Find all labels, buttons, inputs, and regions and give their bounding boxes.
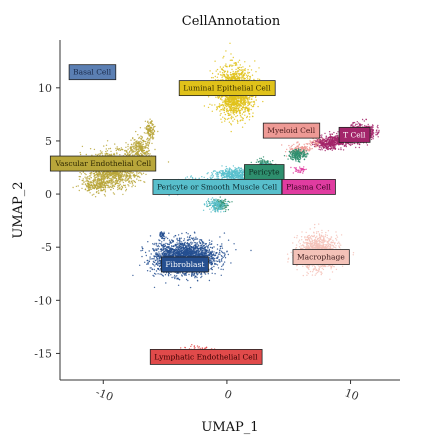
cluster-labels: Basal Cell Luminal Epithelial Cell Myeloid… (49, 64, 371, 365)
lymphatic-endothelial-cell-label: Lymphatic Endothelial Cell (149, 349, 263, 365)
myeloid-cell-label-box (262, 122, 321, 139)
pericyte-or-smooth-muscle-cell-label-text: Pericyte or Smooth Muscle Cell (157, 182, 278, 191)
y-tick-label: 5 (45, 135, 52, 148)
x-axis-label: UMAP_1 (201, 420, 258, 435)
basal-cell-label: Basal Cell (68, 64, 117, 81)
pericyte-label: Pericyte (244, 164, 285, 180)
macrophage-label-box (292, 249, 350, 265)
plasma-cell-label-box (281, 179, 336, 195)
pericyte-or-smooth-muscle-cell-label-box (152, 179, 283, 195)
t-cell-label-text: T Cell (343, 130, 366, 139)
fibroblast-label-box (160, 256, 209, 273)
y-tick-label: -15 (34, 347, 52, 360)
basal-cell-label-text: Basal Cell (73, 68, 112, 77)
vascular-endothelial-cell-label: Vascular Endothelial Cell (49, 155, 157, 172)
axes (59, 40, 400, 381)
plasma-cell-label: Plasma Cell (281, 179, 336, 195)
y-tick-label: -10 (34, 294, 52, 307)
macrophage-label: Macrophage (292, 249, 350, 265)
luminal-epithelial-cell-label-box (178, 80, 276, 97)
plasma-cell-points (290, 166, 307, 174)
x-tick-label: 0 (223, 387, 234, 402)
y-axis-label: UMAP_2 (11, 181, 26, 238)
y-ticks: 10 5 0 -5 -10 -15 (34, 82, 60, 360)
pericyte-label-text: Pericyte (248, 168, 280, 177)
vascular-endothelial-cell-label-text: Vascular Endothelial Cell (54, 159, 151, 168)
x-tick-label: 10 (343, 386, 361, 403)
myeloid-cell-label-text: Myeloid Cell (267, 126, 315, 135)
lymphatic-endothelial-cell-label-text: Lymphatic Endothelial Cell (154, 352, 258, 361)
chart-title: CellAnnotation (182, 14, 281, 29)
t-cell-label: T Cell (338, 126, 371, 143)
vascular-endothelial-cell-label-box (49, 155, 157, 172)
y-tick-label: 10 (38, 82, 52, 95)
luminal-epithelial-cell-label: Luminal Epithelial Cell (178, 80, 276, 97)
t-cell-label-box (338, 126, 371, 143)
fibroblast-label: Fibroblast (160, 256, 209, 273)
plasma-cell-label-text: Plasma Cell (286, 182, 331, 191)
lymphatic-endothelial-cell-label-box (149, 349, 263, 365)
luminal-epithelial-cell-label-text: Luminal Epithelial Cell (183, 84, 271, 93)
y-tick-label: -5 (41, 241, 52, 254)
pericyte-or-smooth-muscle-cell-label: Pericyte or Smooth Muscle Cell (152, 179, 283, 195)
macrophage-label-text: Macrophage (297, 253, 345, 262)
x-ticks: -10 0 10 (94, 380, 361, 404)
myeloid-cell-label: Myeloid Cell (262, 122, 321, 139)
basal-cell-label-box (68, 64, 117, 81)
fibroblast-label-text: Fibroblast (165, 260, 204, 269)
x-tick-label: -10 (94, 386, 115, 404)
y-tick-label: 0 (45, 188, 52, 201)
